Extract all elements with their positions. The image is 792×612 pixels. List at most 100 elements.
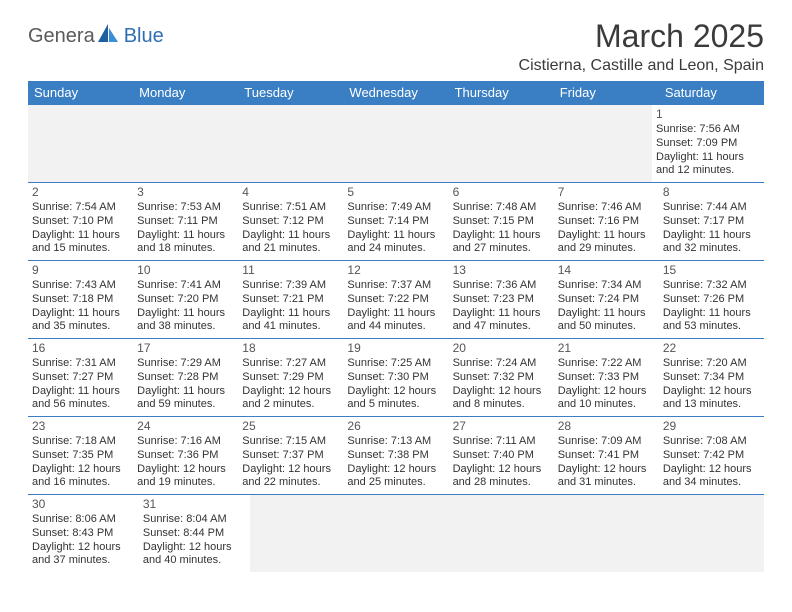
daylight-line: and 29 minutes. [558,242,655,256]
day-number: 25 [242,419,339,434]
sun-time-line: Sunrise: 7:43 AM [32,279,129,293]
sun-time-line: Sunset: 7:10 PM [32,215,129,229]
daylight-line: Daylight: 12 hours [558,463,655,477]
empty-day-cell [340,105,444,182]
sun-time-line: Sunrise: 7:48 AM [453,201,550,215]
week-row: 2Sunrise: 7:54 AMSunset: 7:10 PMDaylight… [28,183,764,261]
daylight-line: and 31 minutes. [558,476,655,490]
weekday-header: Saturday [659,81,764,105]
daylight-line: Daylight: 11 hours [656,151,760,165]
sun-time-line: Sunrise: 7:32 AM [663,279,760,293]
day-cell: 28Sunrise: 7:09 AMSunset: 7:41 PMDayligh… [554,417,659,494]
logo-text-part1: Genera [28,25,95,48]
sun-time-line: Sunrise: 7:16 AM [137,435,234,449]
sun-time-line: Sunset: 8:43 PM [32,527,135,541]
empty-day-cell [558,495,661,572]
logo-text-part2: Blue [124,25,164,48]
daylight-line: and 40 minutes. [143,554,246,568]
daylight-line: and 10 minutes. [558,398,655,412]
daylight-line: and 2 minutes. [242,398,339,412]
daylight-line: Daylight: 11 hours [558,229,655,243]
daylight-line: and 35 minutes. [32,320,129,334]
daylight-line: and 13 minutes. [663,398,760,412]
empty-day-cell [455,495,558,572]
day-number: 7 [558,185,655,200]
sun-time-line: Sunrise: 7:09 AM [558,435,655,449]
sun-time-line: Sunset: 7:40 PM [453,449,550,463]
daylight-line: Daylight: 11 hours [347,229,444,243]
day-number: 21 [558,341,655,356]
daylight-line: Daylight: 11 hours [453,307,550,321]
sun-time-line: Sunset: 7:14 PM [347,215,444,229]
day-number: 23 [32,419,129,434]
day-cell: 6Sunrise: 7:48 AMSunset: 7:15 PMDaylight… [449,183,554,260]
sun-time-line: Sunset: 7:16 PM [558,215,655,229]
day-number: 14 [558,263,655,278]
sun-time-line: Sunset: 7:34 PM [663,371,760,385]
daylight-line: Daylight: 12 hours [242,385,339,399]
day-number: 15 [663,263,760,278]
title-block: March 2025 Cistierna, Castille and Leon,… [519,18,764,75]
sun-time-line: Sunrise: 7:11 AM [453,435,550,449]
daylight-line: Daylight: 11 hours [663,307,760,321]
day-number: 12 [347,263,444,278]
daylight-line: Daylight: 12 hours [32,541,135,555]
sun-time-line: Sunrise: 7:13 AM [347,435,444,449]
daylight-line: and 38 minutes. [137,320,234,334]
sun-time-line: Sunset: 7:09 PM [656,137,760,151]
sun-time-line: Sunrise: 7:15 AM [242,435,339,449]
sun-time-line: Sunset: 7:28 PM [137,371,234,385]
weekday-header: Thursday [449,81,554,105]
day-cell: 3Sunrise: 7:53 AMSunset: 7:11 PMDaylight… [133,183,238,260]
sun-time-line: Sunrise: 7:51 AM [242,201,339,215]
day-number: 16 [32,341,129,356]
sun-time-line: Sunrise: 7:56 AM [656,123,760,137]
day-cell: 4Sunrise: 7:51 AMSunset: 7:12 PMDaylight… [238,183,343,260]
daylight-line: and 56 minutes. [32,398,129,412]
empty-day-cell [28,105,132,182]
week-row: 23Sunrise: 7:18 AMSunset: 7:35 PMDayligh… [28,417,764,495]
daylight-line: and 18 minutes. [137,242,234,256]
daylight-line: and 16 minutes. [32,476,129,490]
day-number: 2 [32,185,129,200]
daylight-line: and 22 minutes. [242,476,339,490]
day-cell: 10Sunrise: 7:41 AMSunset: 7:20 PMDayligh… [133,261,238,338]
day-number: 18 [242,341,339,356]
location-subtitle: Cistierna, Castille and Leon, Spain [519,57,764,75]
daylight-line: and 41 minutes. [242,320,339,334]
daylight-line: and 37 minutes. [32,554,135,568]
sun-time-line: Sunset: 7:35 PM [32,449,129,463]
daylight-line: Daylight: 12 hours [347,385,444,399]
day-number: 11 [242,263,339,278]
day-cell: 14Sunrise: 7:34 AMSunset: 7:24 PMDayligh… [554,261,659,338]
daylight-line: Daylight: 12 hours [347,463,444,477]
sun-time-line: Sunset: 7:20 PM [137,293,234,307]
daylight-line: and 8 minutes. [453,398,550,412]
daylight-line: Daylight: 11 hours [242,307,339,321]
day-cell: 22Sunrise: 7:20 AMSunset: 7:34 PMDayligh… [659,339,764,416]
daylight-line: Daylight: 11 hours [453,229,550,243]
day-number: 24 [137,419,234,434]
daylight-line: and 19 minutes. [137,476,234,490]
sun-time-line: Sunrise: 7:41 AM [137,279,234,293]
day-number: 13 [453,263,550,278]
sun-time-line: Sunset: 7:12 PM [242,215,339,229]
sun-time-line: Sunset: 7:17 PM [663,215,760,229]
day-cell: 27Sunrise: 7:11 AMSunset: 7:40 PMDayligh… [449,417,554,494]
day-cell: 2Sunrise: 7:54 AMSunset: 7:10 PMDaylight… [28,183,133,260]
day-number: 3 [137,185,234,200]
empty-day-cell [444,105,548,182]
empty-day-cell [353,495,456,572]
sun-time-line: Sunset: 7:41 PM [558,449,655,463]
weekday-header: Tuesday [238,81,343,105]
sun-time-line: Sunrise: 7:44 AM [663,201,760,215]
sun-time-line: Sunset: 8:44 PM [143,527,246,541]
day-cell: 26Sunrise: 7:13 AMSunset: 7:38 PMDayligh… [343,417,448,494]
sun-time-line: Sunrise: 7:53 AM [137,201,234,215]
day-cell: 25Sunrise: 7:15 AMSunset: 7:37 PMDayligh… [238,417,343,494]
day-number: 22 [663,341,760,356]
daylight-line: Daylight: 11 hours [663,229,760,243]
daylight-line: Daylight: 11 hours [242,229,339,243]
week-row: 30Sunrise: 8:06 AMSunset: 8:43 PMDayligh… [28,495,764,572]
weekday-header: Sunday [28,81,133,105]
